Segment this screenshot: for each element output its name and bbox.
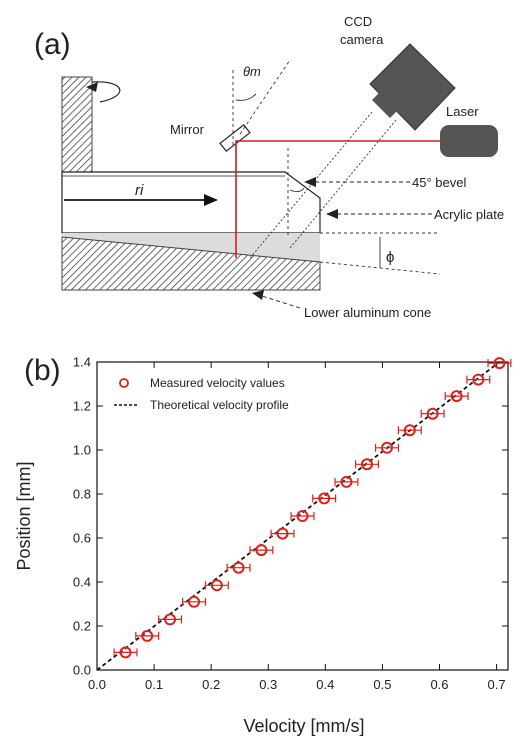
ccd-label: CCD	[344, 14, 372, 29]
radius-arrowhead-icon	[204, 194, 218, 206]
camera-view-line-2	[289, 119, 397, 249]
x-tick-label: 0.3	[259, 677, 277, 692]
chart-area: 0.0 0.1 0.2 0.3 0.4 0.5 0.6 0.7 0.0 0.2 0.4 0.6 0.8…	[73, 355, 512, 692]
data-point	[450, 390, 463, 403]
x-tick-label: 0.5	[373, 677, 391, 692]
acrylic-plate	[61, 171, 321, 234]
bevel-label: 45° bevel	[412, 175, 466, 190]
lower-cone	[61, 236, 321, 291]
x-axis-ticks: 0.0 0.1 0.2 0.3 0.4 0.5 0.6 0.7	[88, 362, 506, 692]
rotation-arrowhead-icon	[86, 82, 98, 92]
laser-beam	[235, 140, 440, 258]
measured-series	[113, 357, 512, 659]
y-tick-label: 0.2	[73, 619, 91, 634]
data-point	[232, 561, 245, 574]
data-point	[318, 492, 331, 505]
laser-label: Laser	[446, 104, 479, 119]
data-point	[210, 579, 223, 592]
data-point	[296, 510, 309, 522]
panel-b-chart: (b) 0.0 0.1 0.2 0.3 0.4 0.5 0.6 0.7 0.00.20.40.…	[14, 354, 512, 736]
legend-marker-measured	[119, 378, 129, 388]
data-point	[119, 646, 132, 659]
cone-pointer-arrowhead-icon	[252, 290, 264, 300]
y-axis-title: Position [mm]	[14, 461, 34, 570]
bevel-angle-arc	[289, 187, 305, 193]
y-axis-ticks: 0.0 0.2 0.4 0.6 0.8 1.0 1.2 1.4	[73, 355, 508, 678]
data-point	[403, 424, 416, 437]
data-point	[141, 629, 154, 642]
data-point	[276, 527, 289, 540]
camera-lens-icon	[372, 86, 404, 118]
data-point	[361, 458, 374, 471]
cone-label: Lower aluminum cone	[304, 305, 431, 320]
mirror	[219, 123, 251, 153]
acrylic-label: Acrylic plate	[434, 207, 504, 222]
panel-a-label: (a)	[34, 28, 71, 61]
panel-b-label: (b)	[24, 354, 61, 387]
laser-icon	[440, 125, 498, 157]
legend-label-theoretical: Theoretical velocity profile	[150, 398, 289, 412]
data-point	[426, 407, 439, 420]
data-point	[255, 544, 268, 557]
upper-shaft	[61, 76, 93, 173]
y-tick-label: 0.6	[73, 531, 91, 546]
x-tick-label: 0.2	[202, 677, 220, 692]
x-axis-title: Velocity [mm/s]	[243, 716, 364, 736]
x-tick-label: 0.0	[88, 677, 106, 692]
acrylic-pointer-arrowhead-icon	[326, 209, 338, 219]
mirror-angle-line	[239, 59, 291, 135]
legend: Measured velocity values Theoretical vel…	[114, 376, 289, 412]
data-point	[188, 595, 201, 608]
y-tick-label: 1.0	[73, 443, 91, 458]
phi-label: ϕ	[386, 249, 394, 266]
mirror-label: Mirror	[170, 122, 205, 137]
data-point	[493, 357, 506, 370]
data-point	[340, 475, 353, 488]
ccd-camera-icon	[369, 43, 456, 131]
y-tick-label: 0.8	[73, 487, 91, 502]
plot-frame	[96, 361, 509, 671]
data-point	[380, 441, 393, 454]
sample-gap	[62, 233, 320, 262]
legend-label-measured: Measured velocity values	[150, 376, 285, 390]
x-tick-label: 0.1	[145, 677, 163, 692]
y-tick-label: 0.0	[73, 663, 91, 678]
data-point	[472, 373, 485, 386]
theta-label: θm	[243, 64, 261, 79]
y-tick-label: 1.4	[73, 355, 91, 370]
panel-a-schematic: (a) ri ϕ CCD camera θm Mirro	[34, 14, 504, 320]
y-tick-label: 1.2	[73, 399, 91, 414]
bevel-pointer-arrowhead-icon	[304, 177, 316, 187]
data-point	[164, 613, 177, 626]
y-tick-label: 0.4	[73, 575, 91, 590]
camera-label: camera	[340, 32, 384, 47]
theta-arc	[235, 93, 257, 101]
rotation-arrow-icon	[91, 81, 121, 103]
x-tick-label: 0.7	[488, 677, 506, 692]
x-tick-label: 0.6	[430, 677, 448, 692]
x-tick-label: 0.4	[316, 677, 334, 692]
radius-label: ri	[135, 182, 144, 199]
cone-pointer	[261, 295, 301, 309]
